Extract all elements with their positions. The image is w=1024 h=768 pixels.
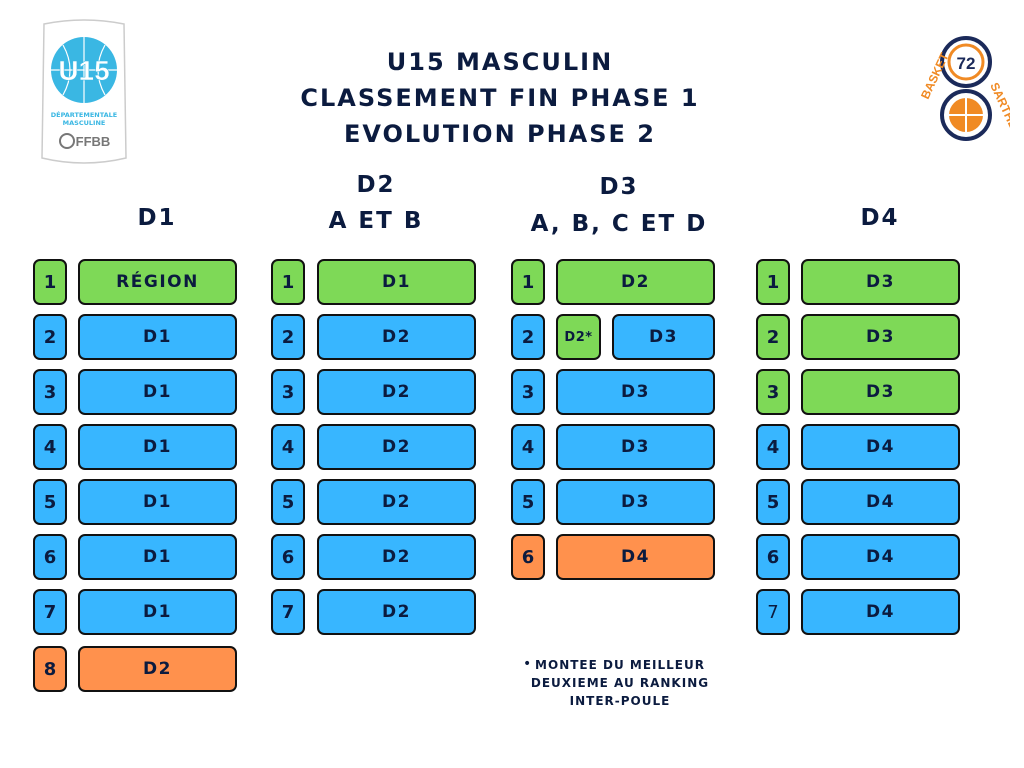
destination-box: D4 xyxy=(556,534,715,580)
destination-box: D3 xyxy=(801,259,960,305)
destination-box: D4 xyxy=(801,424,960,470)
rank-box: 3 xyxy=(756,369,790,415)
rank-box: 5 xyxy=(756,479,790,525)
title-line: CLASSEMENT FIN PHASE 1 xyxy=(300,84,700,112)
rank-box: 1 xyxy=(511,259,545,305)
destination-box: D2 xyxy=(317,424,476,470)
rank-box: 4 xyxy=(33,424,67,470)
footnote: MONTEE DU MEILLEUR DEUXIEME AU RANKING I… xyxy=(530,658,710,708)
rank-box: 2 xyxy=(756,314,790,360)
rank-box: 5 xyxy=(33,479,67,525)
title-line: U15 MASCULIN xyxy=(386,48,614,76)
rank-box: 6 xyxy=(756,534,790,580)
bullet-icon: • xyxy=(523,656,532,672)
destination-box: D2 xyxy=(78,646,237,692)
destination-box: D4 xyxy=(801,534,960,580)
destination-box-extra: D2* xyxy=(556,314,601,360)
destination-box: D2 xyxy=(556,259,715,305)
destination-box: D3 xyxy=(556,479,715,525)
rank-box: 6 xyxy=(271,534,305,580)
destination-box: RÉGION xyxy=(78,259,237,305)
svg-text:U15: U15 xyxy=(58,55,109,86)
rank-box: 1 xyxy=(271,259,305,305)
svg-text:72: 72 xyxy=(957,54,976,73)
rank-box: 1 xyxy=(756,259,790,305)
destination-box: D1 xyxy=(78,534,237,580)
destination-box: D2 xyxy=(317,369,476,415)
destination-box: D1 xyxy=(78,479,237,525)
division-header: A, B, C ET D xyxy=(530,211,708,237)
page-title: U15 MASCULIN CLASSEMENT FIN PHASE 1 EVOL… xyxy=(250,44,750,152)
rank-box: 5 xyxy=(511,479,545,525)
division-header: A ET B xyxy=(328,208,424,234)
destination-box: D3 xyxy=(801,369,960,415)
destination-box: D3 xyxy=(801,314,960,360)
rank-box: 2 xyxy=(511,314,545,360)
rank-box: 7 xyxy=(756,589,790,635)
destination-box: D4 xyxy=(801,589,960,635)
basket-sarthe-logo: 72 BASKET SARTHE xyxy=(918,30,1021,149)
u15-departementale-logo: U15 DÉPARTEMENTALE MASCULINE FFBB xyxy=(41,18,127,172)
rank-box: 7 xyxy=(33,589,67,635)
destination-box: D1 xyxy=(78,589,237,635)
destination-box: D3 xyxy=(556,369,715,415)
destination-box: D1 xyxy=(78,314,237,360)
division-header: D2 xyxy=(356,172,396,198)
rank-box: 5 xyxy=(271,479,305,525)
destination-box: D1 xyxy=(78,369,237,415)
division-header: D1 xyxy=(137,205,177,231)
destination-box: D2 xyxy=(317,589,476,635)
rank-box: 8 xyxy=(33,646,67,692)
svg-text:MASCULINE: MASCULINE xyxy=(63,119,106,127)
svg-text:DÉPARTEMENTALE: DÉPARTEMENTALE xyxy=(51,110,118,119)
division-header: D3 xyxy=(599,174,639,200)
destination-box: D3 xyxy=(612,314,715,360)
rank-box: 4 xyxy=(271,424,305,470)
division-header: D4 xyxy=(860,205,900,231)
rank-box: 1 xyxy=(33,259,67,305)
svg-text:FFBB: FFBB xyxy=(76,134,111,149)
rank-box: 2 xyxy=(33,314,67,360)
rank-box: 3 xyxy=(271,369,305,415)
rank-box: 3 xyxy=(33,369,67,415)
rank-box: 4 xyxy=(511,424,545,470)
rank-box: 3 xyxy=(511,369,545,415)
title-line: EVOLUTION PHASE 2 xyxy=(343,120,656,148)
rank-box: 4 xyxy=(756,424,790,470)
destination-box: D1 xyxy=(78,424,237,470)
destination-box: D2 xyxy=(317,534,476,580)
rank-box: 6 xyxy=(511,534,545,580)
rank-box: 7 xyxy=(271,589,305,635)
svg-text:SARTHE: SARTHE xyxy=(987,80,1010,131)
destination-box: D2 xyxy=(317,314,476,360)
destination-box: D2 xyxy=(317,479,476,525)
destination-box: D1 xyxy=(317,259,476,305)
destination-box: D4 xyxy=(801,479,960,525)
rank-box: 2 xyxy=(271,314,305,360)
rank-box: 6 xyxy=(33,534,67,580)
destination-box: D3 xyxy=(556,424,715,470)
